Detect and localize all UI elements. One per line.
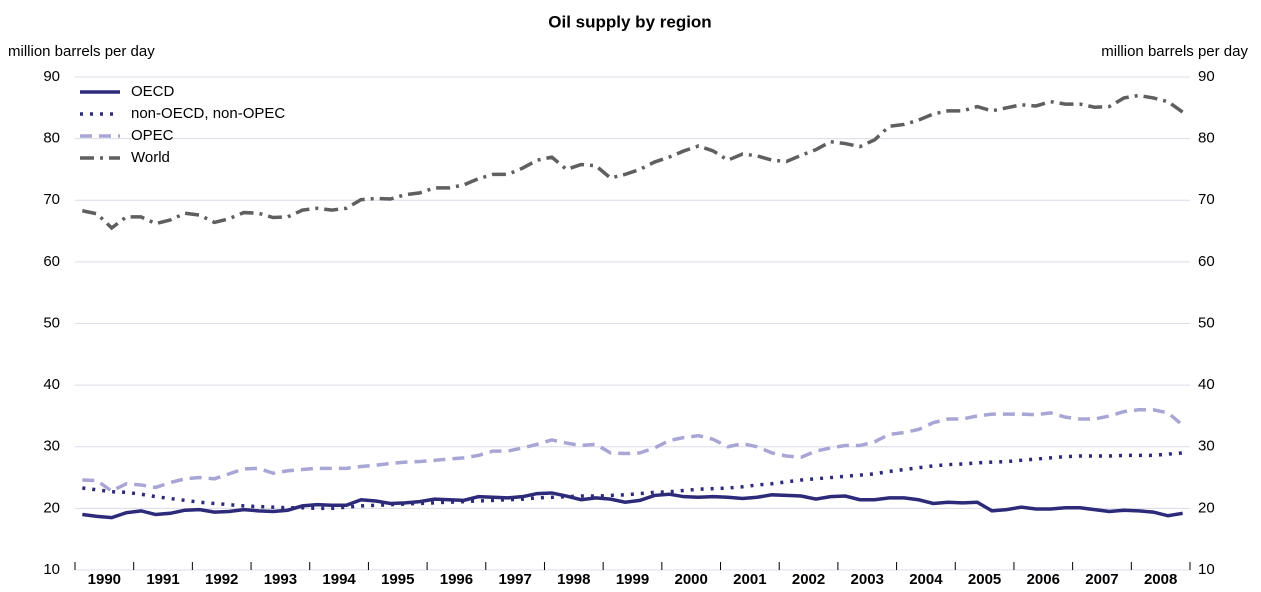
x-tick-label: 2001	[733, 571, 766, 587]
chart-title: Oil supply by region	[548, 12, 711, 31]
y-tick-label: 50	[43, 314, 60, 331]
x-tick-label: 1999	[616, 571, 649, 587]
legend-label: World	[131, 149, 170, 166]
y2-tick-label: 50	[1198, 314, 1215, 331]
y-tick-label: 10	[43, 561, 60, 578]
x-tick-label: 1995	[381, 571, 414, 587]
y2-tick-label: 10	[1198, 561, 1215, 578]
y-axis-label: million barrels per day	[8, 43, 155, 60]
x-tick-label: 2005	[968, 571, 1001, 587]
y2-tick-label: 80	[1198, 130, 1215, 147]
legend-label: non-OECD, non-OPEC	[131, 105, 285, 122]
x-tick-label: 2004	[909, 571, 943, 587]
x-tick-label: 1997	[498, 571, 531, 587]
y2-tick-label: 90	[1198, 68, 1215, 85]
y2-tick-label: 30	[1198, 438, 1215, 455]
x-tick-label: 1990	[88, 571, 121, 587]
x-tick-label: 2003	[851, 571, 884, 587]
x-tick-label: 1996	[440, 571, 473, 587]
y2-tick-label: 40	[1198, 376, 1215, 393]
x-tick-label: 2000	[674, 571, 707, 587]
y2-axis-label: million barrels per day	[1101, 43, 1248, 60]
line-2	[82, 408, 1184, 494]
x-tick-label: 2008	[1144, 571, 1177, 587]
y2-tick-label: 20	[1198, 499, 1215, 516]
y-tick-label: 90	[43, 68, 60, 85]
x-tick-label: 2006	[1027, 571, 1060, 587]
x-tick-label: 1993	[264, 571, 297, 587]
y-tick-label: 30	[43, 438, 60, 455]
x-tick-label: 2002	[792, 571, 825, 587]
y-tick-label: 20	[43, 499, 60, 516]
line-1	[82, 451, 1183, 511]
y-tick-label: 80	[43, 130, 60, 147]
y2-tick-label: 60	[1198, 253, 1215, 270]
y-tick-label: 70	[43, 191, 60, 208]
x-tick-label: 1991	[146, 571, 179, 587]
y2-tick-label: 70	[1198, 191, 1215, 208]
y-tick-label: 60	[43, 253, 60, 270]
x-tick-label: 1992	[205, 571, 238, 587]
legend-label: OECD	[131, 83, 175, 100]
line-3	[81, 93, 1184, 231]
x-tick-label: 1998	[557, 571, 590, 587]
legend-label: OPEC	[131, 127, 174, 144]
y-tick-label: 40	[43, 376, 60, 393]
x-tick-label: 2007	[1085, 571, 1118, 587]
line-0	[82, 491, 1183, 520]
x-tick-label: 1994	[322, 571, 356, 587]
